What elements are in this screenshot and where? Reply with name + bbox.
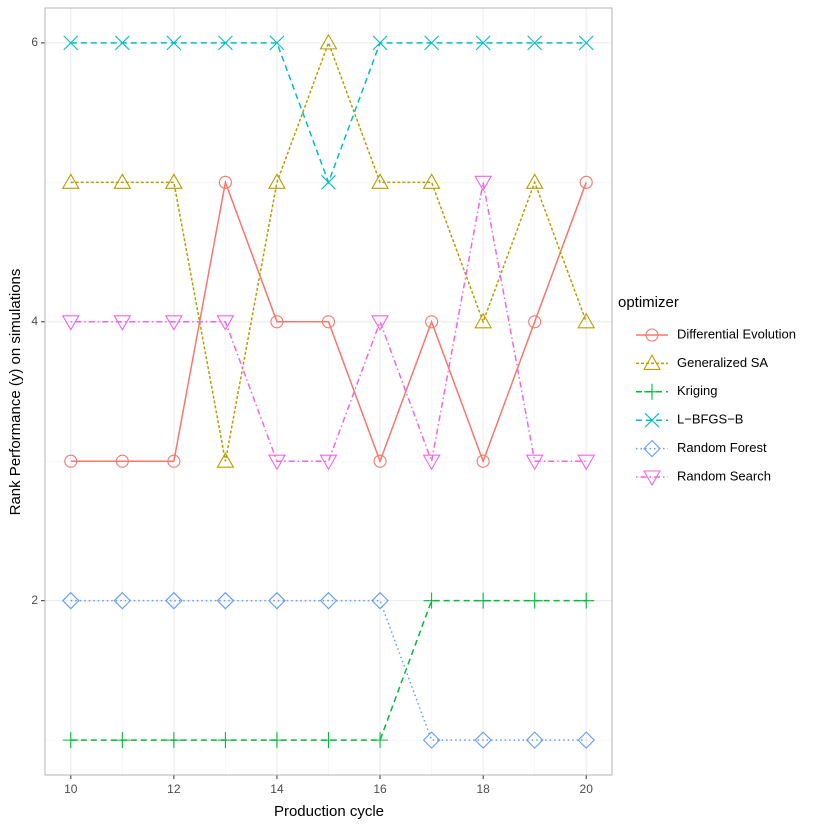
legend-key bbox=[643, 470, 661, 487]
point bbox=[216, 591, 235, 610]
point bbox=[113, 315, 132, 331]
series-line bbox=[70, 182, 587, 465]
point bbox=[61, 315, 80, 331]
legend-label: L−BFGS−B bbox=[677, 412, 743, 427]
series-line bbox=[70, 599, 587, 741]
legend-title: optimizer bbox=[618, 294, 679, 311]
point bbox=[218, 175, 232, 189]
point bbox=[422, 173, 441, 189]
point bbox=[474, 731, 492, 749]
point bbox=[113, 591, 132, 610]
legend-key bbox=[644, 412, 660, 428]
point bbox=[321, 174, 336, 190]
point bbox=[528, 315, 542, 329]
point bbox=[165, 732, 182, 749]
point bbox=[474, 312, 493, 329]
point bbox=[525, 173, 544, 189]
y-axis-label: Rank Performance (y) on simulations bbox=[7, 269, 24, 516]
point bbox=[475, 35, 491, 51]
point bbox=[115, 454, 129, 468]
point bbox=[270, 315, 284, 329]
legend-key bbox=[643, 439, 661, 458]
point bbox=[475, 592, 492, 609]
point bbox=[269, 35, 285, 51]
point bbox=[577, 312, 596, 329]
point bbox=[320, 732, 337, 749]
point bbox=[165, 591, 183, 610]
point bbox=[526, 592, 543, 609]
legend-label: Random Search bbox=[677, 468, 771, 483]
y-tick-label: 2 bbox=[31, 593, 38, 607]
y-tick-label: 4 bbox=[31, 314, 38, 328]
point bbox=[268, 173, 286, 189]
point bbox=[527, 35, 543, 51]
point bbox=[217, 732, 234, 749]
point bbox=[216, 315, 235, 331]
point bbox=[423, 592, 440, 609]
point bbox=[63, 35, 79, 51]
x-tick-label: 10 bbox=[64, 782, 78, 796]
point bbox=[371, 315, 389, 331]
y-tick-label: 6 bbox=[31, 35, 38, 49]
point bbox=[424, 35, 439, 51]
legend-label: Random Forest bbox=[677, 440, 767, 455]
point bbox=[268, 454, 286, 471]
point bbox=[525, 731, 544, 749]
legend-key bbox=[645, 328, 659, 342]
point bbox=[579, 175, 593, 189]
point bbox=[114, 35, 130, 51]
legend-label: Generalized SA bbox=[677, 355, 768, 370]
point bbox=[373, 454, 387, 468]
point bbox=[61, 173, 80, 189]
point bbox=[218, 35, 233, 51]
x-axis-label: Production cycle bbox=[274, 803, 384, 820]
point bbox=[578, 35, 594, 51]
point bbox=[422, 731, 441, 749]
legend-label: Differential Evolution bbox=[677, 326, 796, 341]
point bbox=[268, 732, 285, 749]
point bbox=[113, 173, 132, 189]
series-line bbox=[70, 179, 587, 464]
panel-border bbox=[44, 7, 613, 776]
point bbox=[64, 454, 78, 468]
point bbox=[577, 454, 596, 471]
point bbox=[371, 173, 389, 189]
point bbox=[62, 732, 79, 749]
point bbox=[371, 591, 389, 610]
x-tick-label: 12 bbox=[167, 782, 181, 796]
point bbox=[525, 454, 544, 471]
point bbox=[268, 591, 286, 610]
point bbox=[319, 33, 338, 50]
series-line bbox=[70, 599, 587, 741]
point bbox=[577, 731, 596, 749]
legend-key bbox=[643, 354, 661, 370]
point bbox=[372, 732, 389, 749]
point bbox=[61, 591, 80, 610]
point bbox=[319, 591, 338, 610]
legend-key bbox=[644, 383, 660, 400]
x-tick-label: 18 bbox=[476, 782, 490, 796]
point bbox=[319, 454, 338, 471]
point bbox=[321, 315, 336, 329]
point bbox=[422, 454, 441, 471]
x-tick-label: 16 bbox=[373, 782, 387, 796]
x-tick-label: 14 bbox=[270, 782, 284, 796]
x-tick-label: 20 bbox=[580, 782, 594, 796]
point bbox=[164, 315, 183, 331]
point bbox=[164, 173, 183, 189]
point bbox=[476, 454, 490, 468]
point bbox=[166, 35, 182, 51]
point bbox=[372, 35, 388, 51]
point bbox=[114, 732, 131, 749]
series-line bbox=[70, 40, 587, 462]
point bbox=[425, 315, 439, 329]
point bbox=[474, 175, 493, 192]
point bbox=[216, 452, 235, 468]
point bbox=[578, 592, 595, 609]
point bbox=[167, 454, 181, 468]
legend-label: Kriging bbox=[677, 383, 717, 398]
